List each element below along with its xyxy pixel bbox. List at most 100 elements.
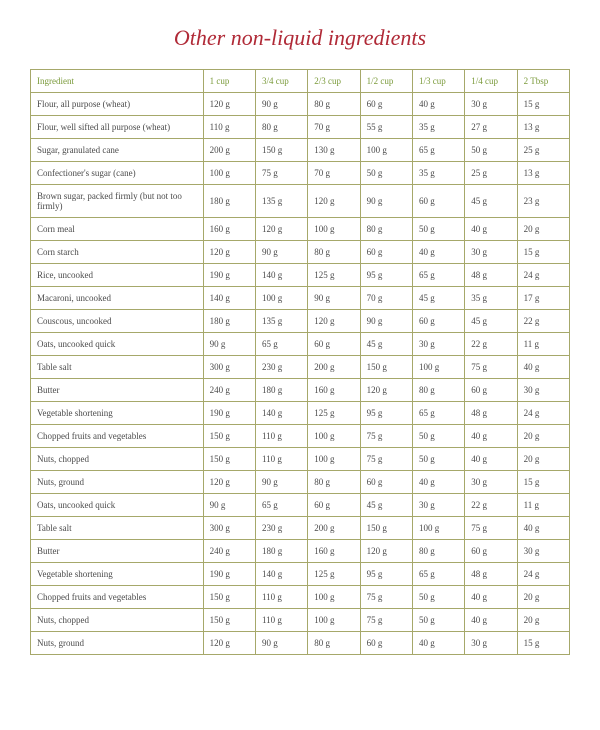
cell-value: 35 g: [465, 287, 517, 310]
cell-value: 17 g: [517, 287, 569, 310]
cell-value: 55 g: [360, 116, 412, 139]
cell-value: 75 g: [255, 162, 307, 185]
cell-value: 110 g: [203, 116, 255, 139]
cell-value: 120 g: [308, 310, 360, 333]
cell-value: 60 g: [412, 310, 464, 333]
cell-value: 65 g: [412, 139, 464, 162]
cell-value: 140 g: [203, 287, 255, 310]
table-header: Ingredient1 cup3/4 cup2/3 cup1/2 cup1/3 …: [31, 70, 570, 93]
cell-value: 45 g: [465, 185, 517, 218]
cell-value: 300 g: [203, 356, 255, 379]
cell-value: 120 g: [255, 218, 307, 241]
cell-ingredient: Table salt: [31, 356, 204, 379]
table-row: Chopped fruits and vegetables150 g110 g1…: [31, 586, 570, 609]
cell-value: 40 g: [412, 632, 464, 655]
cell-value: 140 g: [255, 264, 307, 287]
col-measure: 2 Tbsp: [517, 70, 569, 93]
cell-value: 190 g: [203, 563, 255, 586]
cell-value: 90 g: [360, 310, 412, 333]
table-row: Corn starch120 g90 g80 g60 g40 g30 g15 g: [31, 241, 570, 264]
cell-value: 70 g: [360, 287, 412, 310]
cell-value: 40 g: [412, 93, 464, 116]
cell-value: 24 g: [517, 264, 569, 287]
cell-ingredient: Corn starch: [31, 241, 204, 264]
cell-value: 40 g: [465, 448, 517, 471]
cell-value: 22 g: [465, 494, 517, 517]
table-row: Butter240 g180 g160 g120 g80 g60 g30 g: [31, 379, 570, 402]
cell-value: 13 g: [517, 116, 569, 139]
cell-value: 45 g: [412, 287, 464, 310]
cell-value: 110 g: [255, 609, 307, 632]
cell-value: 100 g: [308, 586, 360, 609]
cell-value: 70 g: [308, 162, 360, 185]
table-row: Rice, uncooked190 g140 g125 g95 g65 g48 …: [31, 264, 570, 287]
table-row: Flour, well sifted all purpose (wheat)11…: [31, 116, 570, 139]
cell-value: 22 g: [517, 310, 569, 333]
cell-value: 48 g: [465, 264, 517, 287]
table-row: Butter240 g180 g160 g120 g80 g60 g30 g: [31, 540, 570, 563]
cell-ingredient: Nuts, ground: [31, 632, 204, 655]
cell-value: 50 g: [412, 448, 464, 471]
cell-value: 60 g: [360, 93, 412, 116]
cell-value: 80 g: [255, 116, 307, 139]
cell-value: 80 g: [360, 218, 412, 241]
cell-value: 50 g: [412, 425, 464, 448]
cell-value: 27 g: [465, 116, 517, 139]
cell-value: 95 g: [360, 264, 412, 287]
cell-value: 80 g: [308, 93, 360, 116]
table-row: Corn meal160 g120 g100 g80 g50 g40 g20 g: [31, 218, 570, 241]
cell-value: 20 g: [517, 425, 569, 448]
cell-value: 180 g: [203, 185, 255, 218]
table-row: Sugar, granulated cane200 g150 g130 g100…: [31, 139, 570, 162]
cell-value: 190 g: [203, 264, 255, 287]
cell-value: 50 g: [412, 609, 464, 632]
cell-value: 40 g: [412, 471, 464, 494]
table-row: Table salt300 g230 g200 g150 g100 g75 g4…: [31, 517, 570, 540]
cell-value: 90 g: [203, 333, 255, 356]
cell-value: 30 g: [517, 540, 569, 563]
cell-value: 35 g: [412, 116, 464, 139]
col-measure: 2/3 cup: [308, 70, 360, 93]
table-row: Oats, uncooked quick90 g65 g60 g45 g30 g…: [31, 333, 570, 356]
cell-value: 100 g: [412, 517, 464, 540]
cell-ingredient: Chopped fruits and vegetables: [31, 425, 204, 448]
cell-value: 15 g: [517, 93, 569, 116]
cell-value: 90 g: [255, 93, 307, 116]
cell-ingredient: Flour, well sifted all purpose (wheat): [31, 116, 204, 139]
cell-value: 60 g: [465, 540, 517, 563]
cell-value: 90 g: [255, 632, 307, 655]
cell-value: 90 g: [360, 185, 412, 218]
cell-value: 60 g: [465, 379, 517, 402]
cell-ingredient: Corn meal: [31, 218, 204, 241]
cell-value: 40 g: [517, 356, 569, 379]
cell-value: 120 g: [360, 540, 412, 563]
cell-value: 15 g: [517, 471, 569, 494]
cell-value: 150 g: [360, 356, 412, 379]
cell-value: 230 g: [255, 517, 307, 540]
cell-value: 40 g: [465, 586, 517, 609]
cell-value: 95 g: [360, 563, 412, 586]
cell-value: 150 g: [203, 448, 255, 471]
table-row: Vegetable shortening190 g140 g125 g95 g6…: [31, 402, 570, 425]
cell-value: 60 g: [360, 241, 412, 264]
cell-value: 50 g: [465, 139, 517, 162]
cell-value: 22 g: [465, 333, 517, 356]
cell-value: 190 g: [203, 402, 255, 425]
col-measure: 3/4 cup: [255, 70, 307, 93]
cell-value: 65 g: [255, 333, 307, 356]
cell-value: 75 g: [360, 448, 412, 471]
cell-ingredient: Butter: [31, 379, 204, 402]
cell-value: 120 g: [203, 632, 255, 655]
page-container: Other non-liquid ingredients Ingredient1…: [0, 0, 600, 675]
cell-value: 160 g: [308, 540, 360, 563]
cell-ingredient: Sugar, granulated cane: [31, 139, 204, 162]
cell-value: 150 g: [360, 517, 412, 540]
cell-value: 100 g: [308, 218, 360, 241]
cell-value: 240 g: [203, 379, 255, 402]
cell-value: 50 g: [412, 218, 464, 241]
cell-value: 110 g: [255, 586, 307, 609]
cell-value: 20 g: [517, 218, 569, 241]
cell-value: 50 g: [360, 162, 412, 185]
col-measure: 1/2 cup: [360, 70, 412, 93]
cell-ingredient: Brown sugar, packed firmly (but not too …: [31, 185, 204, 218]
